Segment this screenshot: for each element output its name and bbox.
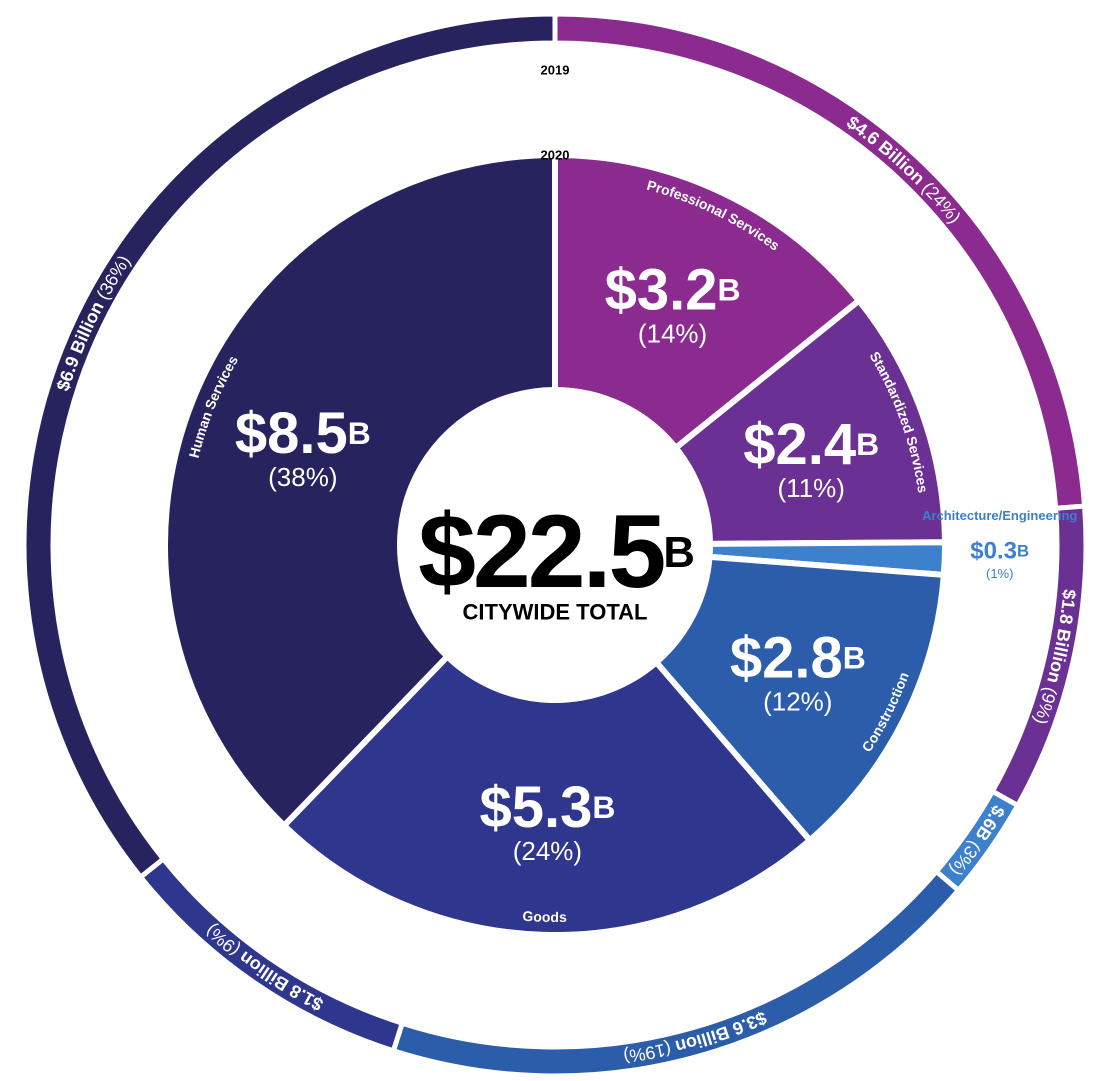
value-label: $5.3B: [479, 774, 615, 839]
ring-label-inner: 2020: [541, 148, 570, 163]
category-label: Architecture/Engineering: [922, 508, 1077, 523]
percent-label: (12%): [763, 687, 832, 717]
value-label: $0.3B: [970, 537, 1029, 564]
donut-segment: [652, 553, 948, 845]
donut-segment: [932, 787, 1022, 894]
total-caption: CITYWIDE TOTAL: [463, 600, 648, 625]
value-label: $2.8B: [730, 625, 866, 690]
donut-segment: [552, 151, 864, 453]
percent-label: (38%): [268, 462, 337, 492]
outer-label: $4.6 Billion(24%): [843, 112, 965, 227]
percent-label: (14%): [638, 319, 707, 349]
percent-label: (11%): [778, 473, 845, 503]
value-label: $2.4B: [743, 411, 879, 476]
rings: [21, 11, 1089, 1079]
value-label: $3.2B: [605, 257, 741, 322]
outer-label: $6.9 Billion(36%): [53, 252, 135, 394]
total-label: $22.5B: [418, 494, 693, 610]
donut-segment: [162, 151, 558, 830]
outer-label: $1.8 Billion(9%): [202, 920, 327, 1014]
donut-segment: [671, 296, 949, 547]
percent-label: (24%): [513, 836, 582, 866]
category-label: Goods: [522, 908, 567, 925]
percent-label: (1%): [986, 566, 1013, 581]
value-label: $8.5B: [235, 401, 371, 466]
donut-segment: [279, 652, 815, 938]
donut-segment: [21, 11, 558, 881]
ring-label-outer: 2019: [541, 63, 570, 78]
outer-value-label: $4.6 Billion: [843, 112, 929, 188]
